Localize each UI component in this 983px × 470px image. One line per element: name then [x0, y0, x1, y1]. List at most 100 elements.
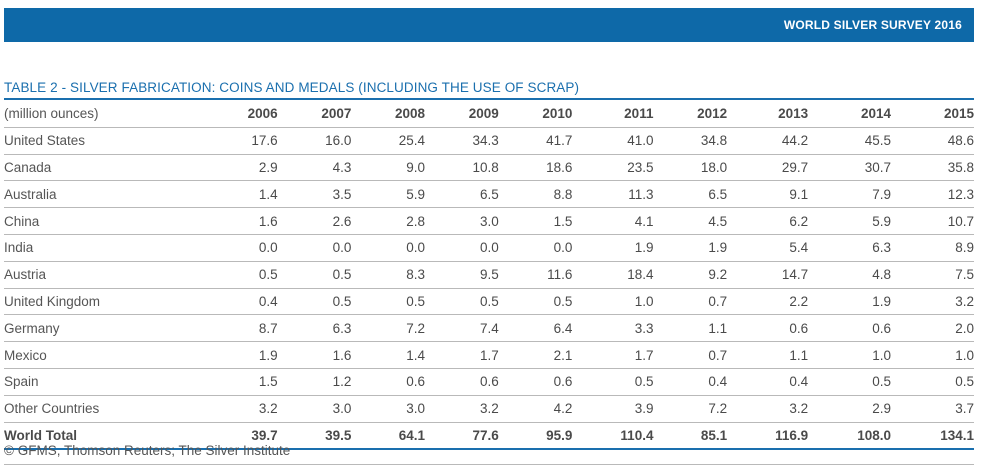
value-cell: 16.0 — [277, 127, 352, 155]
value-cell: 3.2 — [891, 288, 974, 316]
value-cell: 4.3 — [277, 154, 352, 182]
value-cell: 0.6 — [498, 368, 573, 396]
value-cell: 23.5 — [572, 154, 654, 182]
value-cell: 3.0 — [351, 395, 426, 423]
value-cell: 0.5 — [891, 368, 974, 396]
value-cell: 7.9 — [808, 180, 892, 209]
value-cell: 1.5 — [204, 368, 278, 396]
value-cell: 1.7 — [572, 341, 654, 369]
total-value: 95.9 — [498, 422, 573, 451]
total-value: 110.4 — [572, 422, 654, 451]
value-cell: 4.2 — [498, 395, 573, 423]
value-cell: 6.5 — [653, 180, 728, 209]
value-cell: 4.1 — [572, 207, 654, 235]
total-value: 116.9 — [727, 422, 809, 451]
year-header: 2013 — [727, 101, 809, 128]
value-cell: 2.0 — [891, 314, 974, 343]
value-cell: 0.4 — [204, 288, 278, 316]
value-cell: 3.9 — [572, 395, 654, 423]
report-title: WORLD SILVER SURVEY 2016 — [783, 18, 962, 32]
value-cell: 0.0 — [351, 234, 426, 262]
total-value: 77.6 — [425, 422, 499, 451]
value-cell: 34.3 — [425, 127, 499, 155]
value-cell: 6.4 — [498, 314, 573, 343]
table-row: United Kingdom 0.4 0.5 0.5 0.5 0.5 1.0 0.7 2.2 1.… — [4, 288, 974, 316]
table-row: China 1.6 2.6 2.8 3.0 1.5 4.1 4.5 6.2 5.9 10.7 — [4, 207, 974, 235]
value-cell: 1.0 — [572, 288, 654, 316]
value-cell: 0.5 — [808, 368, 892, 396]
value-cell: 0.0 — [277, 234, 352, 262]
table-row: Other Countries 3.2 3.0 3.0 3.2 4.2 3.9 7.2 3.2 2… — [4, 395, 974, 423]
country-name: Other Countries — [4, 395, 204, 423]
value-cell: 9.1 — [727, 180, 809, 209]
table-row: Germany 8.7 6.3 7.2 7.4 6.4 3.3 1.1 0.6 0.6 2.0 — [4, 314, 974, 343]
country-name: United States — [4, 127, 204, 155]
value-cell: 1.2 — [277, 368, 352, 396]
value-cell: 1.1 — [653, 314, 728, 343]
value-cell: 2.6 — [277, 207, 352, 235]
value-cell: 6.3 — [277, 314, 352, 343]
value-cell: 1.9 — [204, 341, 278, 369]
total-value: 39.5 — [277, 422, 352, 451]
value-cell: 35.8 — [891, 154, 974, 182]
value-cell: 18.0 — [653, 154, 728, 182]
value-cell: 1.0 — [891, 341, 974, 369]
total-value: 39.7 — [204, 422, 278, 451]
value-cell: 2.2 — [727, 288, 809, 316]
value-cell: 9.2 — [653, 261, 728, 289]
world-total-row: World Total 39.7 39.5 64.1 77.6 95.9 110.4 85.1… — [4, 422, 974, 451]
value-cell: 7.4 — [425, 314, 499, 343]
country-name: Austria — [4, 261, 204, 289]
year-header: 2008 — [351, 101, 426, 128]
table-row: Spain 1.5 1.2 0.6 0.6 0.6 0.5 0.4 0.4 0.5 0.5 — [4, 368, 974, 396]
value-cell: 0.5 — [204, 261, 278, 289]
value-cell: 30.7 — [808, 154, 892, 182]
value-cell: 2.8 — [351, 207, 426, 235]
table-row: Mexico 1.9 1.6 1.4 1.7 2.1 1.7 0.7 1.1 1.0 1.0 — [4, 341, 974, 369]
value-cell: 48.6 — [891, 127, 974, 155]
table-body: United States 17.6 16.0 25.4 34.3 41.7 41.0 34.… — [4, 127, 974, 451]
value-cell: 0.6 — [351, 368, 426, 396]
value-cell: 3.0 — [425, 207, 499, 235]
total-value: 108.0 — [808, 422, 892, 451]
year-header: 2010 — [498, 101, 573, 128]
value-cell: 44.2 — [727, 127, 809, 155]
value-cell: 8.9 — [891, 234, 974, 262]
header-bar: WORLD SILVER SURVEY 2016 — [4, 8, 974, 42]
value-cell: 0.5 — [277, 261, 352, 289]
value-cell: 12.3 — [891, 180, 974, 209]
unit-label: (million ounces) — [4, 101, 204, 128]
year-header: 2006 — [204, 101, 278, 128]
table-row: India 0.0 0.0 0.0 0.0 0.0 1.9 1.9 5.4 6.3 8.9 — [4, 234, 974, 262]
value-cell: 3.7 — [891, 395, 974, 423]
value-cell: 10.7 — [891, 207, 974, 235]
value-cell: 0.0 — [498, 234, 573, 262]
value-cell: 7.2 — [653, 395, 728, 423]
value-cell: 6.5 — [425, 180, 499, 209]
value-cell: 2.1 — [498, 341, 573, 369]
value-cell: 0.5 — [351, 288, 426, 316]
value-cell: 1.7 — [425, 341, 499, 369]
value-cell: 41.0 — [572, 127, 654, 155]
value-cell: 1.6 — [204, 207, 278, 235]
value-cell: 11.3 — [572, 180, 654, 209]
value-cell: 0.5 — [277, 288, 352, 316]
title-rule — [4, 98, 974, 100]
value-cell: 0.0 — [204, 234, 278, 262]
value-cell: 7.2 — [351, 314, 426, 343]
value-cell: 1.9 — [653, 234, 728, 262]
value-cell: 0.6 — [808, 314, 892, 343]
value-cell: 34.8 — [653, 127, 728, 155]
source-note: © GFMS, Thomson Reuters; The Silver Inst… — [4, 443, 291, 458]
total-value: 85.1 — [653, 422, 728, 451]
value-cell: 14.7 — [727, 261, 809, 289]
table-title: TABLE 2 - SILVER FABRICATION: COINS AND … — [4, 80, 580, 95]
country-name: United Kingdom — [4, 288, 204, 316]
value-cell: 0.6 — [425, 368, 499, 396]
table-row: Canada 2.9 4.3 9.0 10.8 18.6 23.5 18.0 29.7 30.7 3… — [4, 154, 974, 182]
value-cell: 17.6 — [204, 127, 278, 155]
value-cell: 29.7 — [727, 154, 809, 182]
value-cell: 3.3 — [572, 314, 654, 343]
value-cell: 1.0 — [808, 341, 892, 369]
year-header: 2012 — [653, 101, 728, 128]
